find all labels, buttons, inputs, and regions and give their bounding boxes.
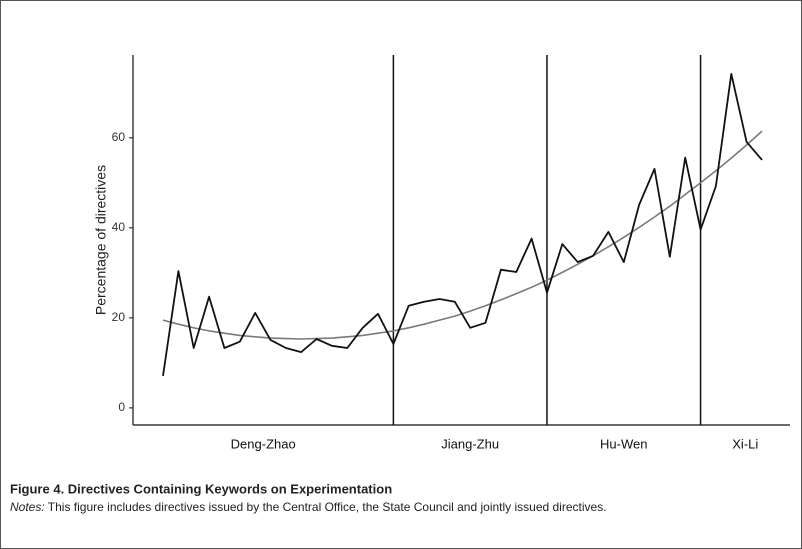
data-line	[162, 73, 763, 377]
period-label: Jiang-Zhu	[441, 436, 499, 451]
y-tick-label: 40	[112, 220, 126, 234]
period-label: Xi-Li	[732, 436, 758, 451]
notes-text: This figure includes directives issued b…	[45, 500, 607, 514]
notes-label: Notes:	[10, 500, 45, 514]
y-tick-label: 60	[112, 130, 126, 144]
y-tick-label: 20	[112, 310, 126, 324]
caption-notes: Notes: This figure includes directives i…	[10, 500, 607, 514]
trend-line	[162, 130, 763, 340]
caption-title: Figure 4. Directives Containing Keywords…	[10, 481, 392, 496]
y-tick-label: 0	[118, 400, 125, 414]
period-label: Deng-Zhao	[231, 436, 296, 451]
y-axis-label: Percentage of directives	[93, 165, 109, 315]
period-label: Hu-Wen	[600, 436, 647, 451]
